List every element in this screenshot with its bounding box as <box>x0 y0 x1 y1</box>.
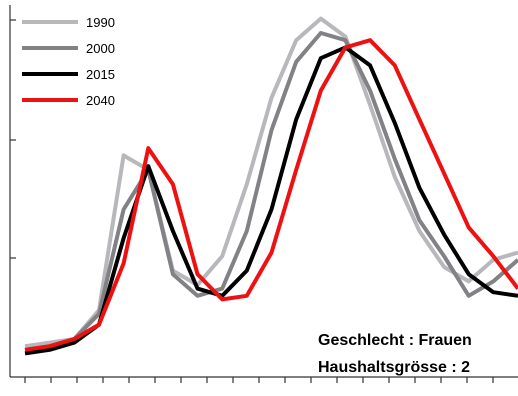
legend-label-2015: 2015 <box>86 67 115 82</box>
legend-label-2000: 2000 <box>86 41 115 56</box>
annotations: Geschlecht : Frauen Haushaltsgrösse : 2 <box>318 332 472 376</box>
series-line-1990 <box>24 16 518 349</box>
annotation-household-size: Haushaltsgrösse : 2 <box>318 359 470 376</box>
annotation-gender: Geschlecht : Frauen <box>318 332 472 349</box>
legend-label-1990: 1990 <box>86 15 115 30</box>
series-layer <box>24 16 518 356</box>
legend-label-2040: 2040 <box>86 93 115 108</box>
series-line-2000 <box>24 31 518 352</box>
axes <box>9 5 518 383</box>
series-line-2015 <box>24 45 518 356</box>
series-line-2040 <box>24 38 518 352</box>
legend: 1990 2000 2015 2040 <box>22 15 115 108</box>
